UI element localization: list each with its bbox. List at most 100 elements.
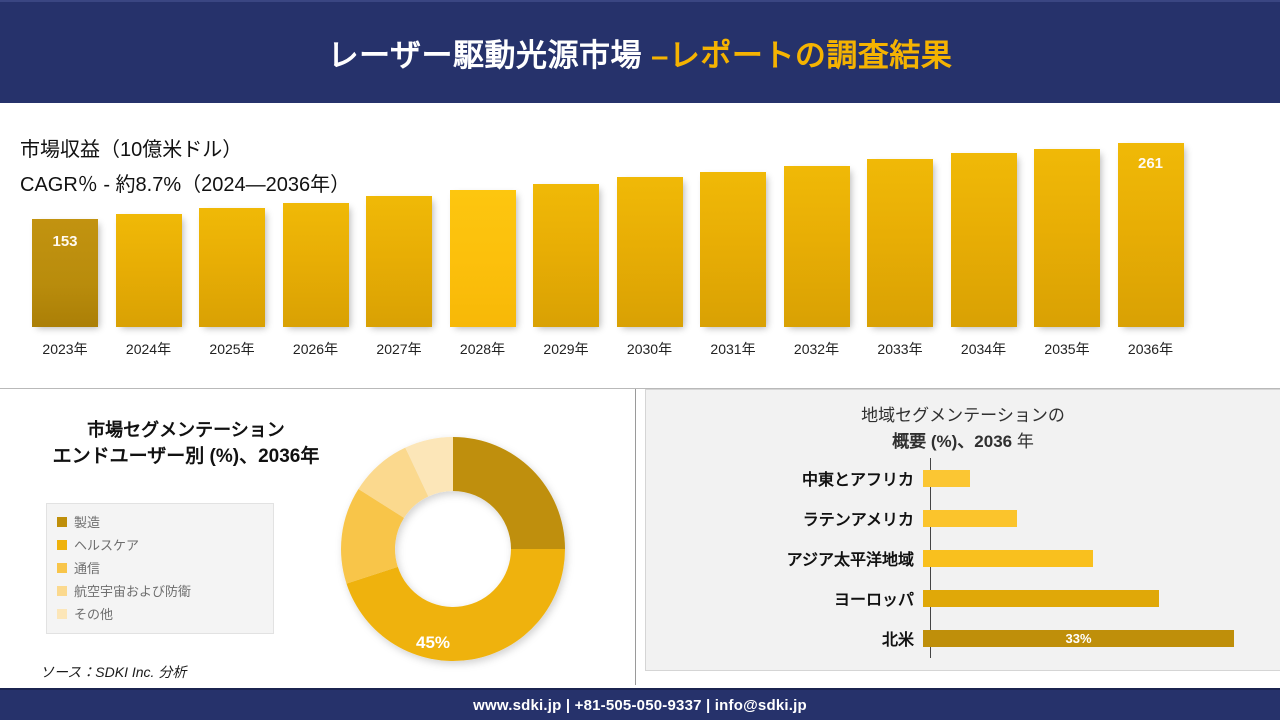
region-bar-label: ラテンアメリカ xyxy=(802,512,914,529)
segmentation-title: 市場セグメンテーション エンドユーザー別 (%)、2036年 xyxy=(36,417,336,471)
revenue-bar-x-label: 2026年 xyxy=(292,341,339,357)
region-bar-row: 北米 33% xyxy=(660,618,1270,658)
revenue-bar xyxy=(1034,149,1100,327)
revenue-bar-x-label: 2032年 xyxy=(793,341,840,357)
segmentation-title-line-1: 市場セグメンテーション xyxy=(87,420,285,440)
revenue-bar-value-label: 261 xyxy=(1137,155,1164,172)
region-bars-area: 中東とアフリカ ラテンアメリカアジア太平洋地域ヨーロッパ北米 33% xyxy=(660,458,1270,658)
segmentation-donut-chart: 45% xyxy=(318,421,588,676)
legend-swatch-icon xyxy=(57,562,67,573)
revenue-bar: 261 xyxy=(1117,143,1184,327)
revenue-bar-value-label: 153 xyxy=(52,233,78,250)
revenue-bar xyxy=(533,184,599,327)
revenue-bar-column xyxy=(366,133,432,327)
region-title-line-1: 地域セグメンテーションの xyxy=(861,406,1065,425)
revenue-bar-x-label: 2025年 xyxy=(209,341,255,357)
legend-item-label: 航空宇宙および防衛 xyxy=(74,584,192,599)
bottom-panels: 市場セグメンテーション エンドユーザー別 (%)、2036年 製造ヘルスケア通信… xyxy=(0,389,1280,685)
revenue-bar xyxy=(867,159,933,327)
revenue-bar-column xyxy=(449,133,516,327)
revenue-bar xyxy=(282,203,349,327)
region-bar: 33% xyxy=(923,629,1234,647)
region-bar-row: ラテンアメリカ xyxy=(660,498,1270,538)
segmentation-legend: 製造ヘルスケア通信航空宇宙および防衛 その他 xyxy=(46,503,274,634)
revenue-bar xyxy=(616,177,683,327)
revenue-subtitle-line-2: CAGR％ - 約8.7%（2024―2036年） xyxy=(20,174,351,196)
revenue-bar-x-label: 2031年 xyxy=(710,341,756,357)
revenue-bar xyxy=(366,196,432,327)
revenue-bar: 153 xyxy=(32,219,98,327)
region-bar xyxy=(923,509,1017,527)
region-title-line-2: 概要 (%)、2036 xyxy=(892,431,1013,451)
revenue-bar-column: 153 xyxy=(32,133,98,327)
legend-swatch-icon xyxy=(57,608,67,619)
revenue-bar-x-label: 2034年 xyxy=(960,341,1007,357)
legend-swatch-icon xyxy=(57,516,67,527)
region-bar xyxy=(923,549,1093,567)
revenue-bar-column: 261 xyxy=(1117,133,1184,327)
page-header: レーザー駆動光源市場 –レポートの調査結果 xyxy=(0,0,1280,103)
region-bar-value-label: 33% xyxy=(1065,630,1092,646)
region-bar-label: ヨーロッパ xyxy=(833,592,914,609)
revenue-bar-column xyxy=(700,133,766,327)
donut-svg xyxy=(341,437,565,662)
legend-swatch-icon xyxy=(57,539,67,550)
revenue-bar-x-label: 2027年 xyxy=(376,341,422,357)
legend-item-label: ヘルスケア xyxy=(74,538,140,553)
revenue-bar xyxy=(783,166,850,327)
donut-slice xyxy=(341,488,405,584)
revenue-bar-column xyxy=(1034,133,1100,327)
segmentation-title-line-2: エンドユーザー別 (%)、2036年 xyxy=(52,446,320,468)
region-bar-label: 北米 xyxy=(881,632,914,649)
revenue-bar-x-label: 2030年 xyxy=(626,341,673,357)
legend-item: 製造 xyxy=(57,510,263,533)
donut-slice xyxy=(358,447,429,518)
revenue-bar xyxy=(700,172,766,327)
revenue-bar-column xyxy=(115,133,182,327)
region-bar-row: ヨーロッパ xyxy=(660,578,1270,618)
page-title: レーザー駆動光源市場 –レポートの調査結果 xyxy=(328,30,953,75)
revenue-bar xyxy=(199,208,265,327)
revenue-bar-x-label: 2024年 xyxy=(125,341,172,357)
revenue-bars-area: 153 2023年 2024年 2025年 2026年 2027年 2028年 2029年 20… xyxy=(28,133,1256,365)
revenue-bar-column xyxy=(950,133,1017,327)
revenue-chart-section: 市場収益（10億米ドル） CAGR％ - 約8.7%（2024―2036年） 1… xyxy=(0,103,1280,389)
revenue-bar-x-label: 2023年 xyxy=(42,341,88,357)
revenue-bar-column xyxy=(616,133,683,327)
legend-swatch-icon xyxy=(57,585,67,596)
region-title-line-2-tail: 年 xyxy=(1012,431,1034,451)
footer-contact-text: www.sdki.jp | +81-505-050-9337 | info@sd… xyxy=(473,696,807,714)
page-title-main: レーザー駆動光源市場 xyxy=(327,38,652,73)
legend-item-label: 製造 xyxy=(74,515,101,530)
legend-item-label: 通信 xyxy=(74,561,101,576)
revenue-bar xyxy=(449,190,516,327)
revenue-bar-x-label: 2029年 xyxy=(543,341,589,357)
donut-slice xyxy=(405,437,453,497)
segmentation-panel: 市場セグメンテーション エンドユーザー別 (%)、2036年 製造ヘルスケア通信… xyxy=(0,389,636,685)
page-title-accent: –レポートの調査結果 xyxy=(651,38,953,73)
source-note: ソース：SDKI Inc. 分析 xyxy=(40,664,187,680)
region-bar-row: アジア太平洋地域 xyxy=(660,538,1270,578)
revenue-bar xyxy=(115,214,182,327)
region-bar-label: 中東とアフリカ xyxy=(801,472,914,489)
donut-slice xyxy=(346,549,565,662)
donut-highlight-label: 45% xyxy=(415,633,451,652)
revenue-bar-column xyxy=(783,133,850,327)
revenue-bar-x-label: 2028年 xyxy=(459,341,506,357)
page-footer: www.sdki.jp | +81-505-050-9337 | info@sd… xyxy=(0,688,1280,720)
revenue-bar-column xyxy=(867,133,933,327)
revenue-bar-x-label: 2033年 xyxy=(877,341,923,357)
region-bar-row: 中東とアフリカ xyxy=(660,458,1270,498)
revenue-subtitle-group: 市場収益（10億米ドル） CAGR％ - 約8.7%（2024―2036年） xyxy=(20,133,350,203)
revenue-bar-column xyxy=(199,133,265,327)
revenue-bar-column xyxy=(282,133,349,327)
revenue-bar-x-label: 2036年 xyxy=(1127,341,1174,357)
region-panel: 地域セグメンテーションの 概要 (%)、2036 年 中東とアフリカ ラテンアメリ… xyxy=(645,389,1280,671)
region-bar-label: アジア太平洋地域 xyxy=(786,552,914,569)
revenue-subtitle-line-1: 市場収益（10億米ドル） xyxy=(20,139,243,161)
revenue-bar-x-label: 2035年 xyxy=(1044,341,1090,357)
region-bar xyxy=(923,589,1159,607)
donut-slice xyxy=(453,437,565,549)
legend-item: ヘルスケア xyxy=(57,533,263,556)
legend-item-label: その他 xyxy=(74,607,114,622)
